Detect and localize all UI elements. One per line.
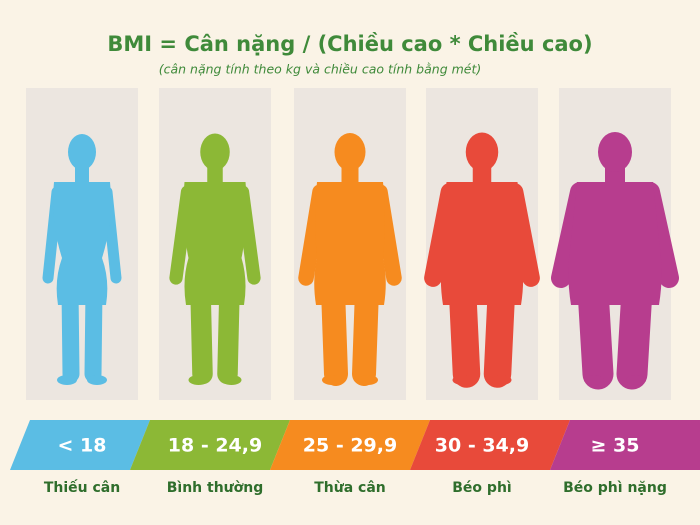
title: BMI = Cân nặng / (Chiều cao * Chiều cao) — [107, 32, 592, 56]
range-band — [10, 420, 150, 470]
foot — [584, 375, 604, 385]
foot — [87, 375, 107, 385]
category-label: Thừa cân — [314, 480, 386, 496]
torso — [53, 182, 111, 305]
torso — [568, 182, 662, 305]
foot — [452, 375, 473, 385]
neck — [341, 165, 359, 187]
range-label: < 18 — [58, 435, 107, 457]
foot — [626, 375, 646, 385]
range-band — [410, 420, 570, 470]
torso — [440, 182, 524, 305]
head — [598, 132, 632, 172]
range-label: 18 - 24,9 — [168, 435, 262, 457]
foot — [322, 375, 342, 385]
head — [68, 134, 96, 170]
head — [334, 133, 366, 171]
foot — [57, 375, 77, 385]
range-label: 25 - 29,9 — [303, 435, 397, 457]
head — [200, 133, 230, 171]
range-band — [270, 420, 430, 470]
foot — [491, 375, 512, 385]
range-band — [130, 420, 290, 470]
category-label: Bình thường — [167, 480, 264, 496]
neck — [207, 165, 223, 187]
category-label: Béo phì — [452, 480, 511, 496]
category-label: Béo phì nặng — [563, 480, 667, 496]
category-label: Thiếu cân — [44, 479, 120, 496]
neck — [75, 165, 89, 187]
torso — [183, 182, 247, 305]
subtitle: (cân nặng tính theo kg và chiều cao tính… — [159, 62, 482, 77]
head — [465, 132, 499, 172]
range-band — [550, 420, 700, 470]
foot — [221, 375, 242, 385]
foot — [358, 375, 378, 385]
foot — [188, 375, 209, 385]
torso — [314, 182, 386, 305]
range-label: ≥ 35 — [591, 435, 640, 457]
range-label: 30 - 34,9 — [435, 435, 529, 457]
